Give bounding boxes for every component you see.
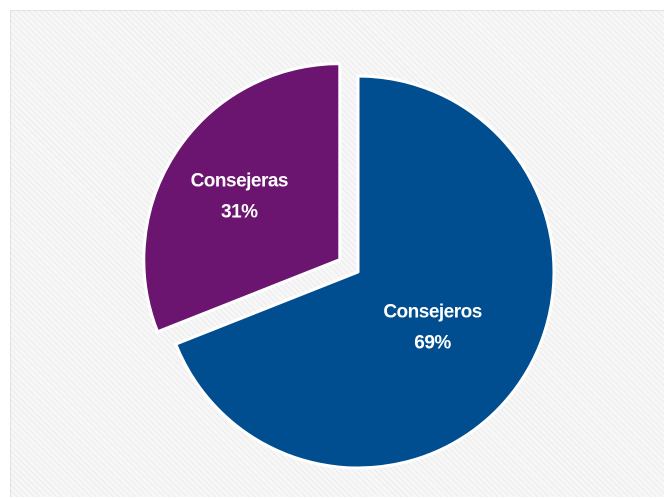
slice-label-consejeros: Consejeros xyxy=(383,302,481,323)
slices-layer xyxy=(142,62,556,470)
pie-slice-consejeras xyxy=(142,62,342,334)
slice-label-consejeras: Consejeras xyxy=(191,170,288,191)
pie-slice-consejeros xyxy=(174,74,556,470)
slice-value-consejeras: 31% xyxy=(221,201,258,222)
labels-layer: Consejeros 69% Consejeras 31% xyxy=(191,170,483,354)
slice-value-consejeros: 69% xyxy=(414,333,451,354)
